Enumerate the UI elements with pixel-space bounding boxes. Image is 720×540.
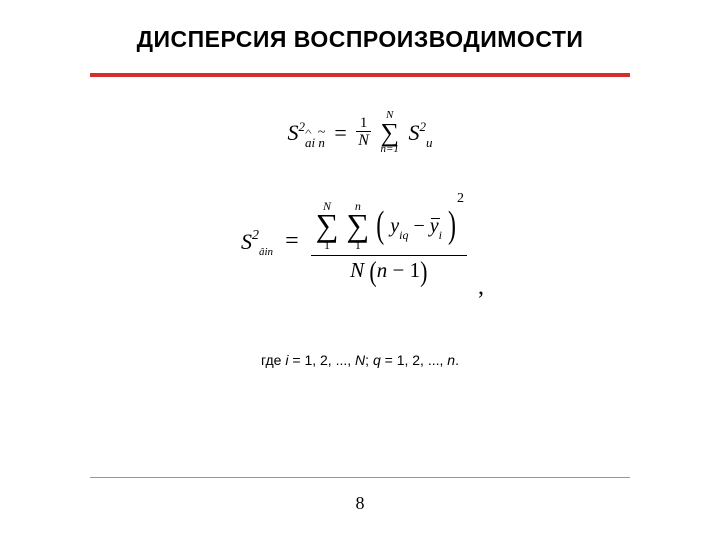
- eq1-frac-den: N: [356, 131, 371, 149]
- eq1-fraction-1overN: 1 N: [356, 116, 371, 149]
- caption-n: n: [447, 352, 455, 368]
- eq2-sub: âin: [259, 246, 273, 258]
- page-number: 8: [0, 493, 720, 514]
- eq1-sum-sigma: ∑: [380, 121, 399, 144]
- eq2-paren-close: ): [448, 206, 456, 244]
- eq2-power: 2: [457, 192, 464, 206]
- eq2-S: S: [241, 229, 252, 254]
- footer-rule: [90, 477, 630, 478]
- caption-N: N: [355, 352, 365, 368]
- eq2-sum2: n ∑ 1: [346, 200, 369, 251]
- eq2-minus: −: [413, 215, 429, 237]
- eq2-ybar: y: [430, 215, 439, 237]
- eq2-inner: yiq − yi: [390, 216, 442, 236]
- eq2-sum1: N ∑ 1: [316, 200, 339, 251]
- eq2-den-n: n: [377, 258, 388, 282]
- eq1-lhs: S2ai n: [287, 120, 324, 146]
- caption-prefix: где: [261, 352, 285, 368]
- eq1-rhs-sup: 2: [420, 119, 427, 134]
- eq2-paren-open: (: [376, 206, 384, 244]
- equation-1: S2ai n = 1 N N ∑ n=1 S2u: [0, 110, 720, 155]
- eq2-comma: ,: [478, 274, 484, 301]
- eq2-y-sub: iq: [399, 228, 408, 242]
- eq1-sub-n: n: [318, 135, 325, 151]
- caption: где i = 1, 2, ..., N; q = 1, 2, ..., n.: [0, 352, 720, 368]
- eq1-summation: N ∑ n=1: [380, 110, 399, 155]
- eq1-frac-num: 1: [356, 116, 371, 131]
- eq1-sum-lower: n=1: [380, 144, 399, 155]
- caption-q: q: [373, 352, 381, 368]
- eq2-sum1-sigma: ∑: [316, 212, 339, 239]
- eq1-rhs: S2u: [409, 120, 433, 146]
- eq1-rhs-sub: u: [426, 135, 433, 150]
- title-underline: [90, 73, 630, 77]
- eq2-ybar-sub: i: [439, 228, 442, 242]
- eq2-fraction: N ∑ 1 n ∑ 1 ( yiq − yi )2: [311, 200, 467, 283]
- caption-sep: ;: [365, 352, 373, 368]
- eq2-den-N: N: [350, 258, 364, 282]
- eq1-equals: =: [334, 120, 346, 146]
- eq2-den-minus: −: [387, 258, 409, 282]
- eq2-den-close: ): [420, 258, 427, 287]
- eq1-sub-i: i: [311, 135, 315, 150]
- slide: ДИСПЕРСИЯ ВОСПРОИЗВОДИМОСТИ S2ai n = 1 N…: [0, 0, 720, 540]
- eq2-den-open: (: [369, 258, 376, 287]
- eq1-sub-a: a: [305, 135, 312, 151]
- eq2-numerator: N ∑ 1 n ∑ 1 ( yiq − yi )2: [311, 200, 467, 255]
- eq2-den-one: 1: [410, 258, 421, 282]
- caption-dot: .: [455, 352, 459, 368]
- equation-2: S2âin = N ∑ 1 n ∑ 1 (: [0, 200, 720, 283]
- eq1-S: S: [287, 120, 298, 145]
- eq2-equals: =: [285, 228, 299, 255]
- eq1-rhs-S: S: [409, 120, 420, 145]
- caption-qeq: = 1, 2, ...,: [381, 352, 448, 368]
- eq2-denominator: N (n − 1): [311, 255, 467, 283]
- slide-title: ДИСПЕРСИЯ ВОСПРОИЗВОДИМОСТИ: [0, 26, 720, 53]
- eq2-lhs: S2âin: [241, 229, 273, 255]
- eq2-sup: 2: [252, 228, 259, 243]
- caption-ieq: = 1, 2, ...,: [288, 352, 355, 368]
- eq2-sum2-sigma: ∑: [346, 212, 369, 239]
- eq2-y: y: [390, 215, 399, 237]
